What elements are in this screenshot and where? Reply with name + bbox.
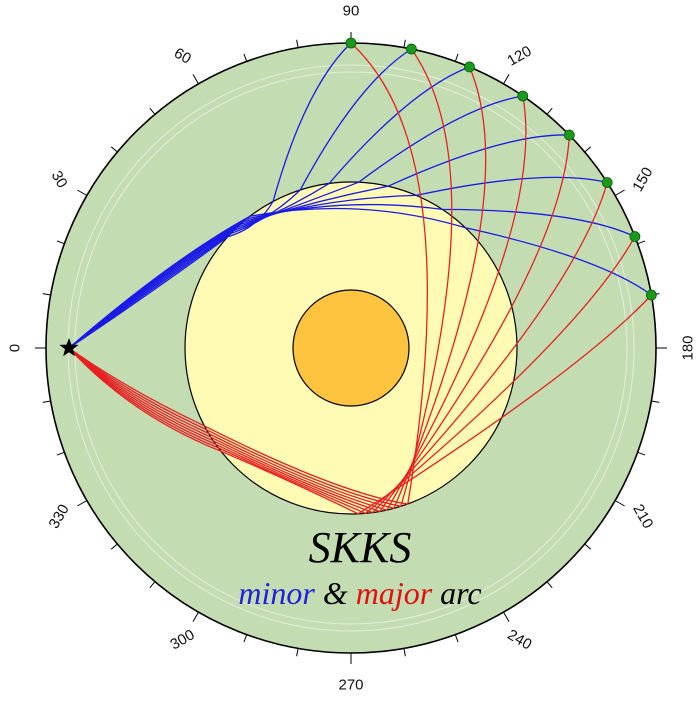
angle-label-30: 30 (48, 168, 71, 191)
angle-label-180: 180 (680, 335, 697, 360)
station-circle-icon (406, 43, 417, 55)
station-circle-icon (563, 129, 575, 141)
earth-layers (45, 42, 657, 654)
angle-tick (42, 400, 51, 403)
station-circle-icon (601, 177, 613, 188)
depth-ring (74, 71, 628, 625)
angle-tick (403, 648, 406, 657)
angle-label-0: 0 (6, 344, 23, 352)
station-circle-icon (517, 90, 529, 102)
angle-tick (56, 451, 65, 456)
angle-tick (192, 74, 199, 85)
minor-arc-ray (68, 203, 636, 349)
angle-tick (546, 107, 553, 115)
angle-tick (296, 648, 299, 657)
station-circle-icon (464, 61, 475, 73)
angle-tick (110, 146, 118, 153)
major-arc-ray (68, 294, 652, 515)
subtitle-part-0: minor (238, 575, 315, 611)
angle-tick (454, 53, 459, 62)
angle-tick (77, 189, 88, 196)
angle-label-300: 300 (167, 626, 197, 653)
inner-core-disk (292, 289, 410, 407)
angle-tick (243, 634, 248, 643)
angle-tick (56, 240, 65, 245)
source-star-icon (59, 338, 79, 357)
angle-tick (614, 189, 625, 196)
minor-arc-ray (68, 176, 608, 349)
subtitle-part-2: major (356, 575, 433, 611)
angle-tick (584, 146, 592, 153)
major-arc-ray (68, 182, 608, 514)
major-arc-ray (68, 48, 453, 508)
angle-tick (149, 107, 156, 115)
angle-label-210: 210 (629, 501, 656, 531)
angle-tick (651, 400, 660, 403)
minor-arc-ray-paths (68, 42, 652, 349)
major-arc-ray-paths (68, 42, 652, 515)
subtitle-part-3: arc (432, 575, 481, 611)
station-circle-icon (345, 37, 357, 49)
major-arc-ray (68, 95, 527, 511)
angle-tick (584, 543, 592, 550)
angle-tick (637, 240, 646, 245)
diagram-subtitle: minor & major arc (238, 575, 481, 611)
angle-tick (614, 500, 625, 507)
major-arc-ray (68, 236, 636, 515)
angle-tick (192, 611, 199, 622)
angle-label-120: 120 (504, 43, 534, 70)
diagram-title: SKKS (309, 523, 412, 572)
angle-tick (149, 581, 156, 589)
angle-label-270: 270 (338, 677, 363, 694)
subtitle-part-1: & (315, 575, 356, 611)
minor-arc-ray (68, 95, 523, 349)
angle-ticks (35, 32, 667, 664)
station-circle-icon (645, 289, 657, 301)
angle-tick (42, 293, 51, 296)
stations (345, 37, 657, 301)
minor-arc-ray (68, 134, 570, 349)
angle-tick (546, 581, 553, 589)
angle-label-240: 240 (504, 626, 534, 653)
angle-tick (243, 53, 248, 62)
angle-tick (296, 39, 299, 48)
angle-tick (503, 74, 510, 85)
station-circle-icon (629, 231, 641, 242)
angle-tick (454, 634, 459, 643)
angle-label-330: 330 (46, 501, 73, 531)
minor-arc-ray (68, 207, 652, 349)
angle-tick (77, 500, 88, 507)
angle-label-150: 150 (629, 164, 656, 194)
angle-label-60: 60 (171, 45, 194, 68)
angle-tick (503, 611, 510, 622)
angle-tick (637, 451, 646, 456)
major-arc-ray (68, 66, 487, 510)
major-arc-ray (68, 134, 570, 513)
angle-tick (403, 39, 406, 48)
angle-tick (110, 543, 118, 550)
angle-label-90: 90 (343, 3, 360, 20)
